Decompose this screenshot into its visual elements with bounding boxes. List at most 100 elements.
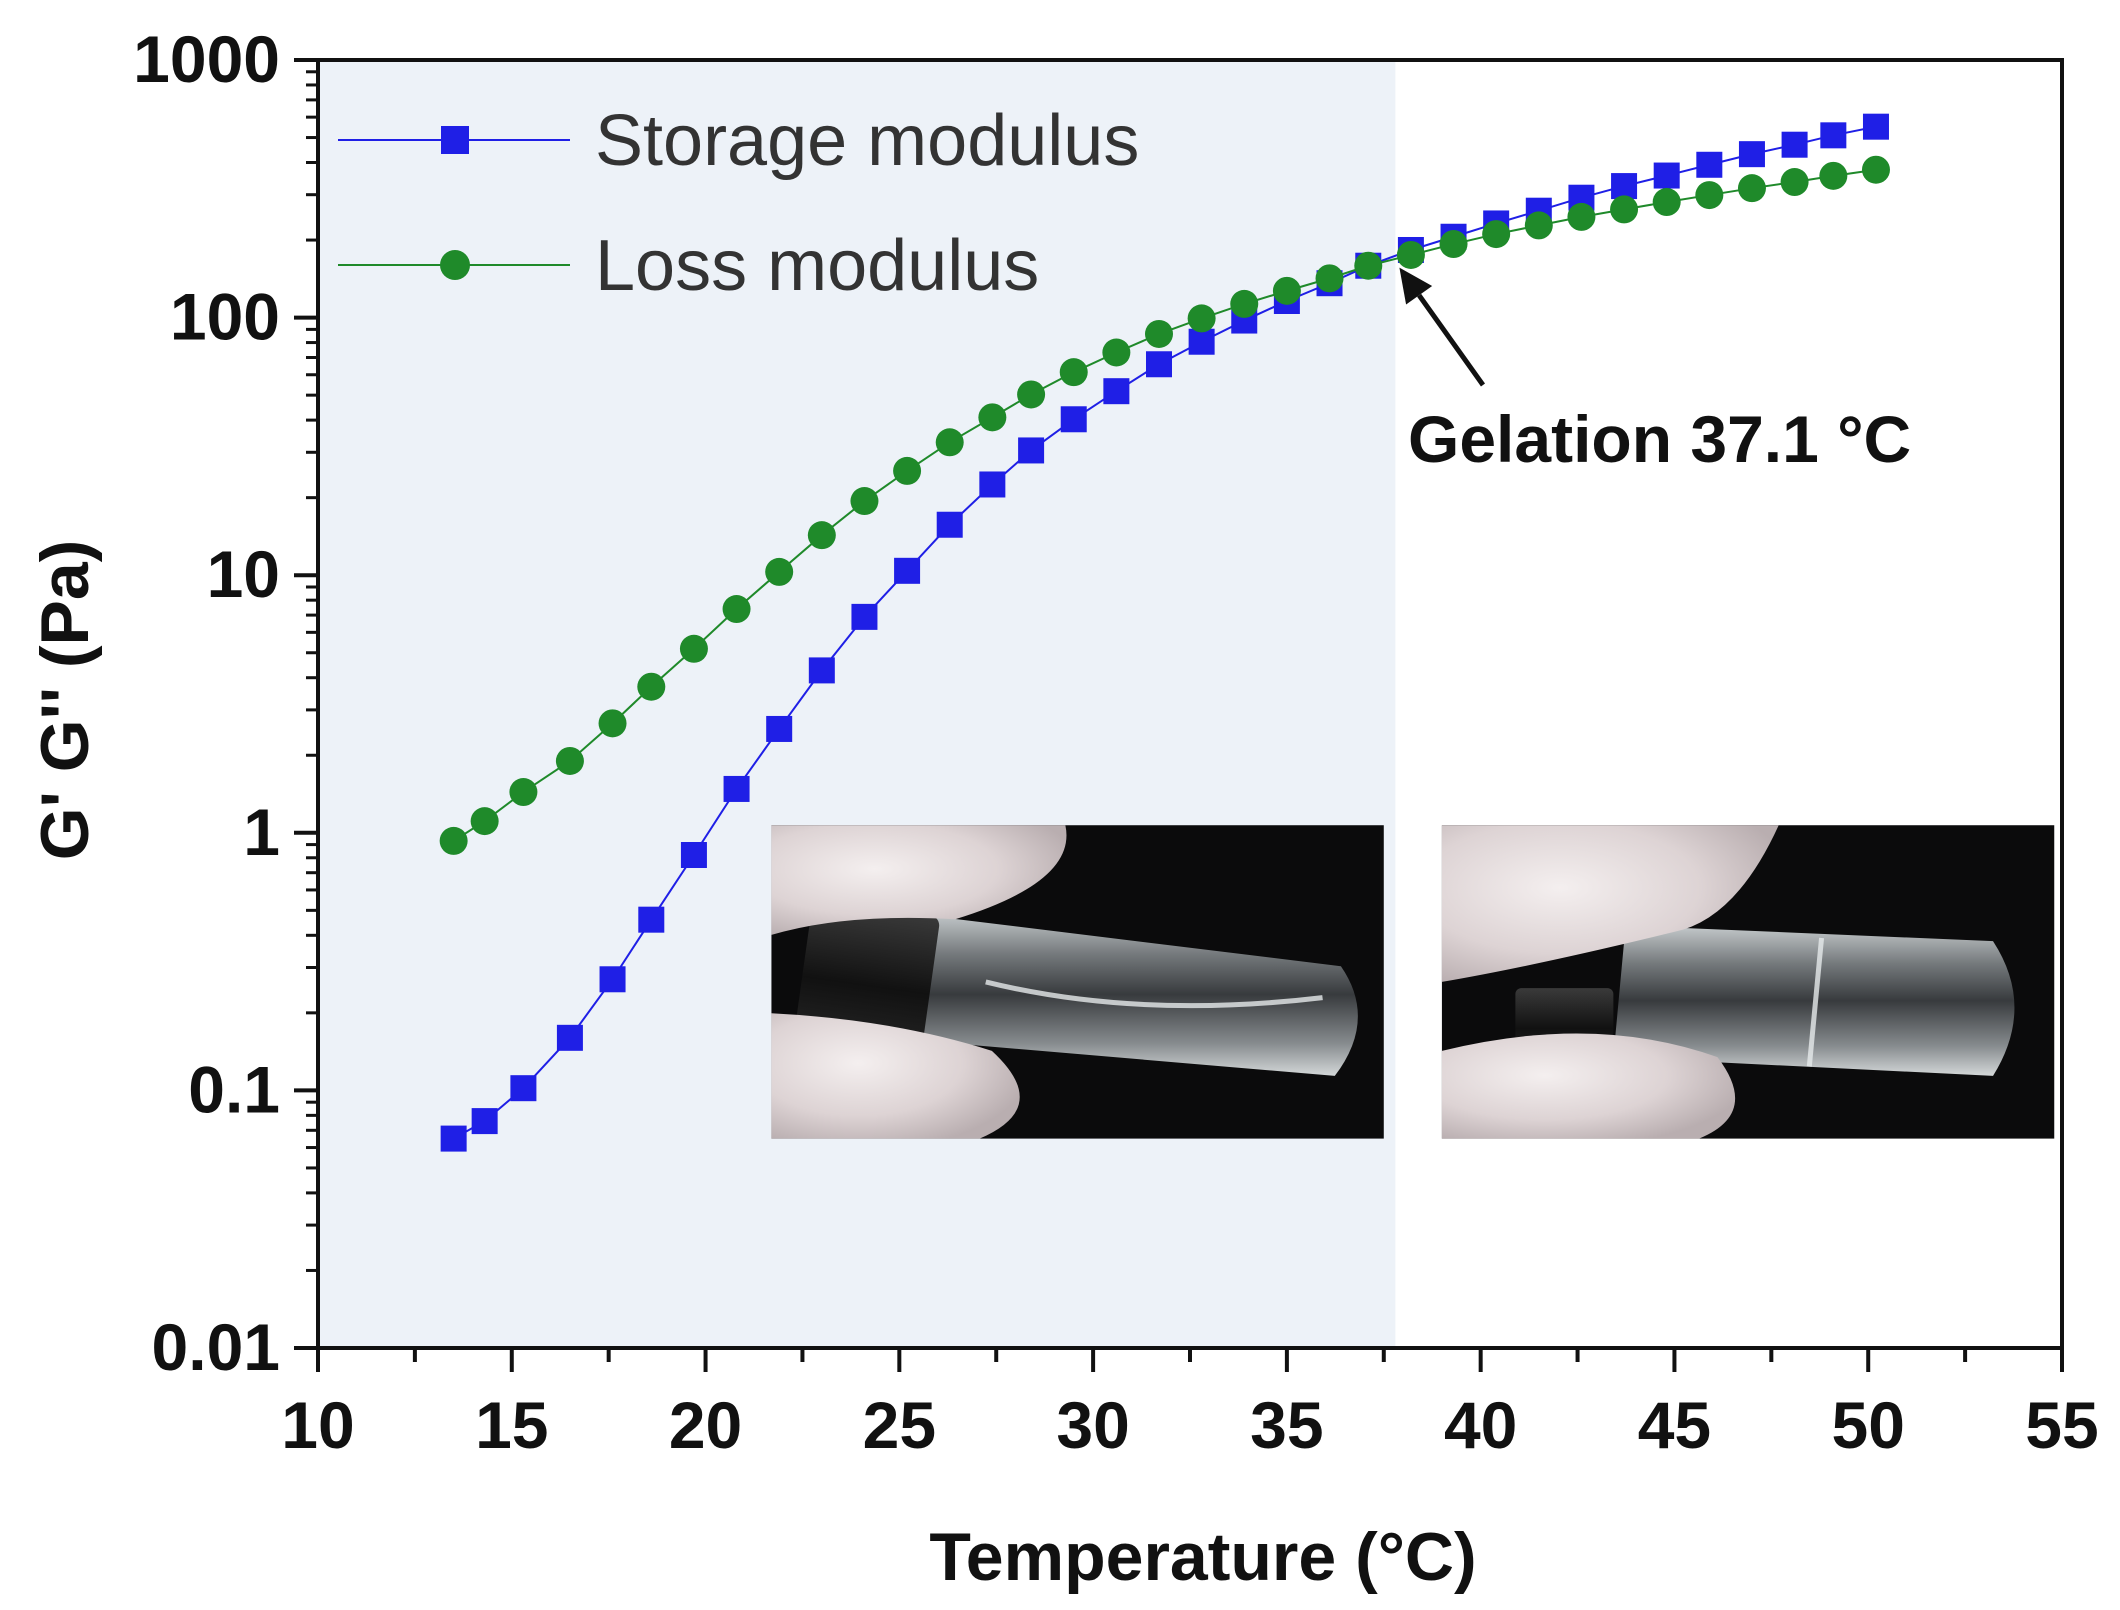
y-tick-label: 100 [170,280,280,354]
data-point [1059,358,1088,387]
data-point [1230,289,1259,318]
x-tick-label: 55 [2025,1388,2098,1462]
y-tick-label: 1000 [133,22,280,96]
data-point [935,428,964,457]
data-point [1144,319,1173,348]
data-point [470,807,499,836]
data-point [723,775,750,802]
data-point [1737,174,1766,203]
data-point [555,746,584,775]
data-point [766,715,793,742]
vial [893,912,1358,1076]
data-point [979,471,1006,498]
data-point [808,657,835,684]
data-point [1315,264,1344,293]
inset-photos [771,825,2055,1139]
gel-meniscus [1806,937,1825,1067]
data-point [894,557,921,584]
x-tick-label: 10 [281,1388,354,1462]
data-point [680,842,707,869]
data-point [439,826,468,855]
data-point [556,1024,583,1051]
data-point [1187,304,1216,333]
data-point [510,1075,537,1102]
data-point [765,557,794,586]
y-axis-label: G' G'' (Pa) [27,540,103,861]
data-point [1439,230,1468,259]
data-point [509,778,538,807]
data-point [807,521,836,550]
series-loss-modulus [439,155,1890,855]
data-point [598,709,627,738]
x-tick-label: 15 [475,1388,548,1462]
inset-photo [771,825,1384,1139]
data-point [1017,380,1046,409]
x-axis-label: Temperature (°C) [929,1519,1476,1595]
data-point [1188,328,1215,355]
x-tick-label: 30 [1056,1388,1129,1462]
x-tick-label: 45 [1638,1388,1711,1462]
legend-marker [440,250,470,280]
y-tick-label: 1 [243,795,280,869]
data-point [1861,155,1890,184]
annotation-arrow [1417,293,1486,387]
data-point [1819,161,1848,190]
glove-thumb [1441,1033,1736,1139]
data-point [1781,131,1808,158]
data-point [638,906,665,933]
data-point [1820,122,1847,149]
annotation-label: Gelation 37.1 °C [1408,402,1911,476]
data-point [1524,211,1553,240]
data-point [599,966,626,993]
data-point [637,672,666,701]
data-point [1482,220,1511,249]
legend-label: Storage modulus [595,101,1139,181]
x-tick-label: 25 [863,1388,936,1462]
data-point [1696,151,1723,178]
data-point [1611,173,1638,200]
data-point [679,634,708,663]
data-point [1018,437,1045,464]
data-point [1354,251,1383,280]
data-point [722,595,751,624]
data-point [1103,378,1130,405]
glove-finger [771,825,1067,935]
glove-thumb [771,1013,1020,1139]
data-point [1396,240,1425,269]
x-tick-label: 20 [669,1388,742,1462]
data-point [1862,113,1889,140]
legend-marker [441,126,469,154]
data-point [1060,406,1087,433]
x-tick-label: 40 [1444,1388,1517,1462]
data-point [1780,168,1809,197]
data-point [893,456,922,485]
y-tick-label: 0.01 [152,1310,280,1384]
data-point [1738,141,1765,168]
y-tick-label: 0.1 [188,1052,280,1126]
data-point [471,1108,498,1135]
annotation-arrowhead [1399,267,1433,305]
data-point [1695,181,1724,210]
data-point [978,403,1007,432]
liquid-surface [985,979,1323,1009]
y-tick-labels: 0.01 0.1 1 10 100 1000 [133,22,280,1384]
data-point [440,1125,467,1152]
data-point [1145,351,1172,378]
data-series [439,113,1890,1152]
inset-photo [1441,825,2055,1139]
gelation-annotation: Gelation 37.1 °C [1399,267,1911,476]
data-point [851,603,878,630]
data-point [1272,276,1301,305]
data-point [1652,188,1681,217]
x-tick-labels: 10 15 20 25 30 35 40 45 50 55 [281,1388,2098,1462]
y-tick-label: 10 [207,537,280,611]
x-tick-label: 50 [1832,1388,1905,1462]
glove-finger [1441,825,1779,982]
data-point [1102,338,1131,367]
data-point [1610,195,1639,224]
legend: Storage modulus Loss modulus [338,101,1139,306]
data-point [1653,162,1680,189]
data-point [1567,202,1596,231]
legend-label: Loss modulus [595,226,1039,306]
